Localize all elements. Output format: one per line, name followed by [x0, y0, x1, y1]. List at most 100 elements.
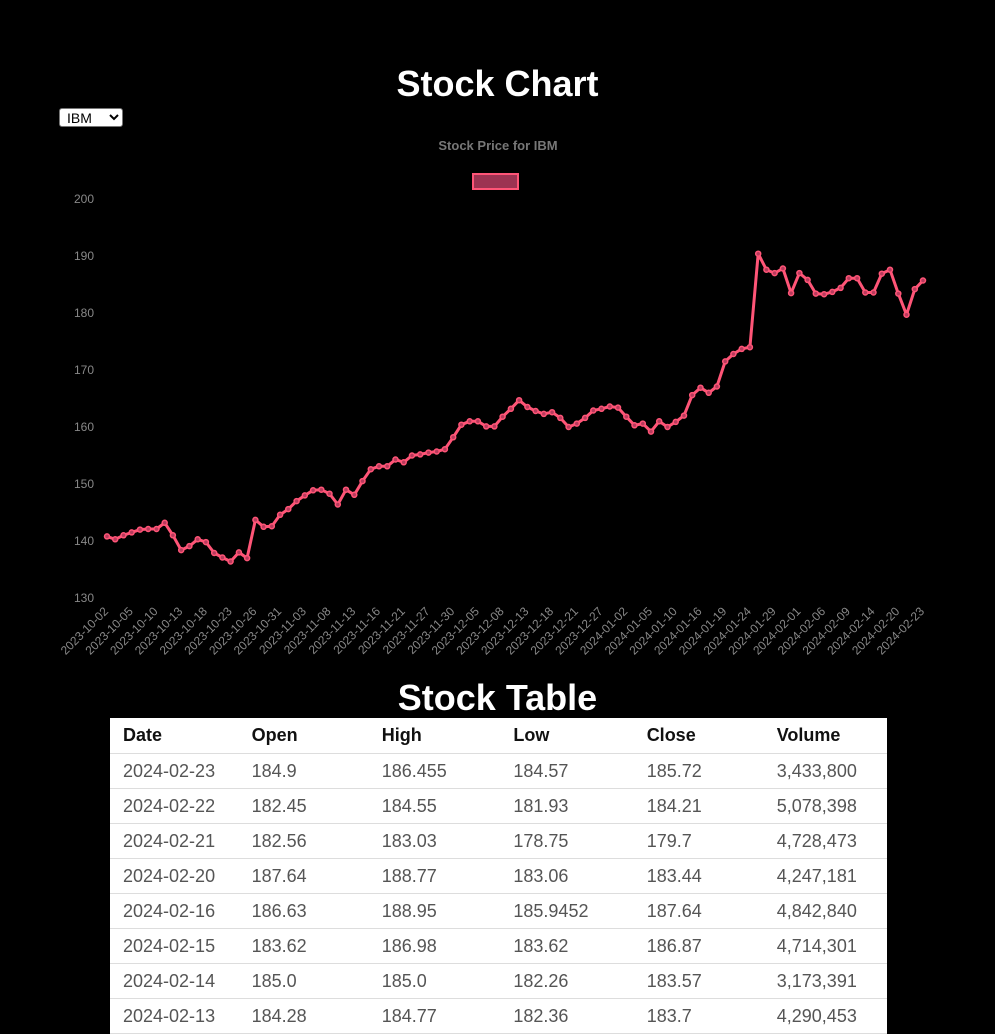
data-point[interactable]	[144, 525, 152, 533]
data-point[interactable]	[416, 451, 424, 458]
data-point[interactable]	[598, 405, 605, 413]
data-point[interactable]	[326, 490, 333, 497]
data-point[interactable]	[771, 269, 778, 277]
data-point[interactable]	[779, 265, 787, 272]
data-point[interactable]	[853, 274, 861, 282]
data-point[interactable]	[606, 403, 614, 410]
data-point[interactable]	[655, 418, 663, 425]
data-point[interactable]	[482, 423, 490, 430]
data-point[interactable]	[697, 384, 704, 391]
data-point[interactable]	[210, 549, 218, 557]
data-point[interactable]	[590, 407, 597, 414]
data-point[interactable]	[243, 554, 251, 562]
data-point[interactable]	[136, 526, 144, 533]
data-point[interactable]	[268, 522, 276, 530]
data-point[interactable]	[754, 250, 762, 257]
data-point[interactable]	[235, 549, 243, 556]
data-point[interactable]	[252, 516, 259, 524]
data-point[interactable]	[103, 533, 111, 540]
legend-swatch[interactable]	[472, 173, 519, 190]
data-point[interactable]	[812, 290, 820, 297]
data-point[interactable]	[367, 465, 375, 473]
data-point[interactable]	[499, 413, 506, 420]
data-point[interactable]	[120, 532, 127, 539]
data-point[interactable]	[532, 407, 539, 415]
data-point[interactable]	[862, 289, 869, 296]
data-point[interactable]	[177, 546, 185, 554]
data-point[interactable]	[169, 532, 177, 539]
data-point[interactable]	[730, 350, 737, 358]
data-point[interactable]	[895, 290, 902, 297]
data-point[interactable]	[219, 554, 226, 561]
data-point[interactable]	[911, 285, 919, 293]
data-point[interactable]	[449, 434, 457, 441]
data-point[interactable]	[309, 487, 317, 494]
data-point[interactable]	[351, 491, 358, 499]
data-point[interactable]	[301, 492, 309, 499]
data-point[interactable]	[276, 511, 284, 519]
data-point[interactable]	[738, 345, 745, 353]
data-point[interactable]	[713, 383, 721, 390]
data-point[interactable]	[845, 274, 853, 282]
data-point[interactable]	[688, 391, 696, 399]
data-point[interactable]	[359, 477, 366, 485]
data-point[interactable]	[392, 456, 399, 463]
data-point[interactable]	[293, 497, 300, 505]
data-point[interactable]	[515, 396, 523, 404]
ticker-select[interactable]: IBM	[59, 108, 123, 127]
data-point[interactable]	[524, 403, 531, 411]
data-point[interactable]	[425, 449, 432, 456]
data-point[interactable]	[186, 542, 193, 550]
data-point[interactable]	[672, 418, 679, 426]
data-point[interactable]	[285, 505, 292, 513]
data-point[interactable]	[111, 536, 119, 543]
data-point[interactable]	[260, 523, 267, 531]
data-point[interactable]	[565, 423, 572, 431]
data-point[interactable]	[548, 408, 556, 416]
data-point[interactable]	[804, 276, 811, 284]
data-point[interactable]	[458, 421, 465, 428]
data-point[interactable]	[202, 538, 210, 546]
data-point[interactable]	[631, 422, 638, 429]
data-point[interactable]	[878, 270, 886, 277]
data-point[interactable]	[886, 266, 894, 273]
data-point[interactable]	[194, 536, 201, 543]
data-point[interactable]	[837, 284, 844, 292]
data-point[interactable]	[639, 420, 647, 427]
data-point[interactable]	[763, 266, 770, 273]
data-point[interactable]	[153, 525, 160, 533]
data-point[interactable]	[623, 413, 630, 420]
data-point[interactable]	[318, 486, 325, 493]
data-point[interactable]	[903, 311, 910, 318]
data-point[interactable]	[581, 414, 589, 422]
data-point[interactable]	[128, 529, 135, 536]
data-point[interactable]	[342, 486, 350, 493]
data-point[interactable]	[491, 423, 498, 430]
data-point[interactable]	[441, 445, 449, 453]
data-point[interactable]	[383, 463, 391, 470]
data-point[interactable]	[408, 452, 416, 459]
data-point[interactable]	[664, 423, 671, 431]
data-point[interactable]	[829, 288, 836, 296]
data-point[interactable]	[647, 428, 655, 435]
data-point[interactable]	[433, 448, 440, 455]
data-point[interactable]	[227, 558, 234, 565]
data-point[interactable]	[466, 418, 473, 425]
data-point[interactable]	[746, 343, 754, 351]
data-point[interactable]	[870, 289, 877, 296]
data-point[interactable]	[474, 418, 482, 425]
data-point[interactable]	[334, 501, 342, 508]
data-point[interactable]	[680, 412, 688, 419]
data-point[interactable]	[787, 289, 795, 297]
data-point[interactable]	[705, 389, 712, 397]
data-point[interactable]	[573, 420, 581, 427]
data-point[interactable]	[614, 404, 622, 411]
data-point[interactable]	[507, 405, 515, 413]
data-point[interactable]	[796, 269, 803, 277]
data-point[interactable]	[400, 459, 407, 466]
data-point[interactable]	[919, 277, 927, 284]
data-point[interactable]	[557, 414, 564, 422]
data-point[interactable]	[540, 410, 548, 418]
data-point[interactable]	[721, 358, 729, 365]
data-point[interactable]	[820, 290, 828, 298]
